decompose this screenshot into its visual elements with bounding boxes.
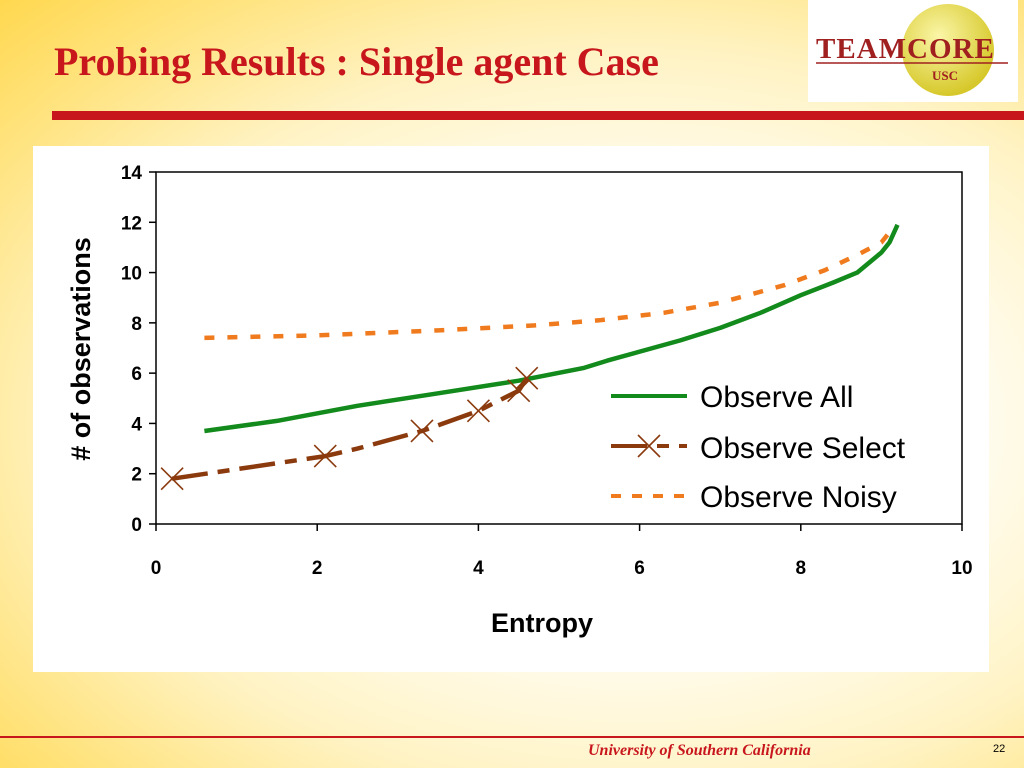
- legend-x-mark: [637, 434, 661, 458]
- x-tick-label: 6: [634, 558, 645, 579]
- y-tick-label: 6: [131, 364, 142, 385]
- y-tick-label: 10: [121, 264, 142, 285]
- plot-area: [155, 171, 963, 525]
- data-point-marker: [160, 467, 184, 491]
- title-underline-bar: [52, 111, 1024, 120]
- y-tick-label: 14: [121, 163, 143, 184]
- series-layer: [160, 223, 900, 491]
- legend-marker-x-icon: [637, 434, 661, 458]
- x-axis-title: Entropy: [491, 608, 593, 638]
- data-point-marker: [515, 366, 539, 390]
- legend-label-observe-noisy: Observe Noisy: [700, 481, 897, 514]
- data-point-marker: [507, 379, 531, 403]
- data-point-marker: [410, 419, 434, 443]
- series-line-observe-all: [204, 223, 900, 434]
- legend-label-observe-all: Observe All: [700, 381, 853, 414]
- x-tick-label: 8: [796, 558, 807, 579]
- teamcore-logo: TEAMCORE USC: [808, 0, 1018, 102]
- page-number: 22: [993, 743, 1006, 755]
- x-tick-label: 0: [151, 558, 162, 579]
- y-tick-label: 4: [131, 414, 142, 435]
- footer-divider: [0, 736, 1024, 738]
- legend: Observe All Observe Select Observe Noisy: [611, 381, 906, 514]
- y-tick-label: 2: [131, 465, 142, 486]
- legend-item-observe-all: Observe All: [611, 381, 853, 414]
- logo-wordmark: TEAMCORE: [816, 33, 995, 65]
- footer-university-name: University of Southern California: [588, 742, 811, 759]
- legend-item-observe-noisy: Observe Noisy: [611, 481, 897, 514]
- logo-sun-circle: [902, 4, 994, 96]
- y-tick-label: 0: [131, 515, 142, 536]
- series-line-observe-noisy: [204, 230, 892, 341]
- x-tick-label: 2: [312, 558, 323, 579]
- slide-title: Probing Results : Single agent Case: [54, 39, 659, 84]
- chart-panel: 0 2 4 6 8 10 12 14 0 2 4 6 8 10 Entropy # of observat…: [33, 146, 989, 672]
- data-point-marker: [313, 444, 337, 468]
- logo-usc: USC: [932, 68, 958, 83]
- line-chart: 0 2 4 6 8 10 12 14 0 2 4 6 8 10 Entropy # of observat…: [66, 163, 973, 638]
- legend-label-observe-select: Observe Select: [700, 432, 906, 465]
- y-tick-label: 8: [131, 314, 142, 335]
- data-point-marker: [466, 399, 490, 423]
- y-axis-title: # of observations: [66, 237, 96, 461]
- y-tick-label: 12: [121, 213, 142, 234]
- axis-layer: 0 2 4 6 8 10 12 14 0 2 4 6 8 10: [121, 163, 973, 579]
- x-tick-label: 4: [473, 558, 484, 579]
- x-tick-label: 10: [951, 558, 972, 579]
- legend-item-observe-select: Observe Select: [611, 432, 906, 465]
